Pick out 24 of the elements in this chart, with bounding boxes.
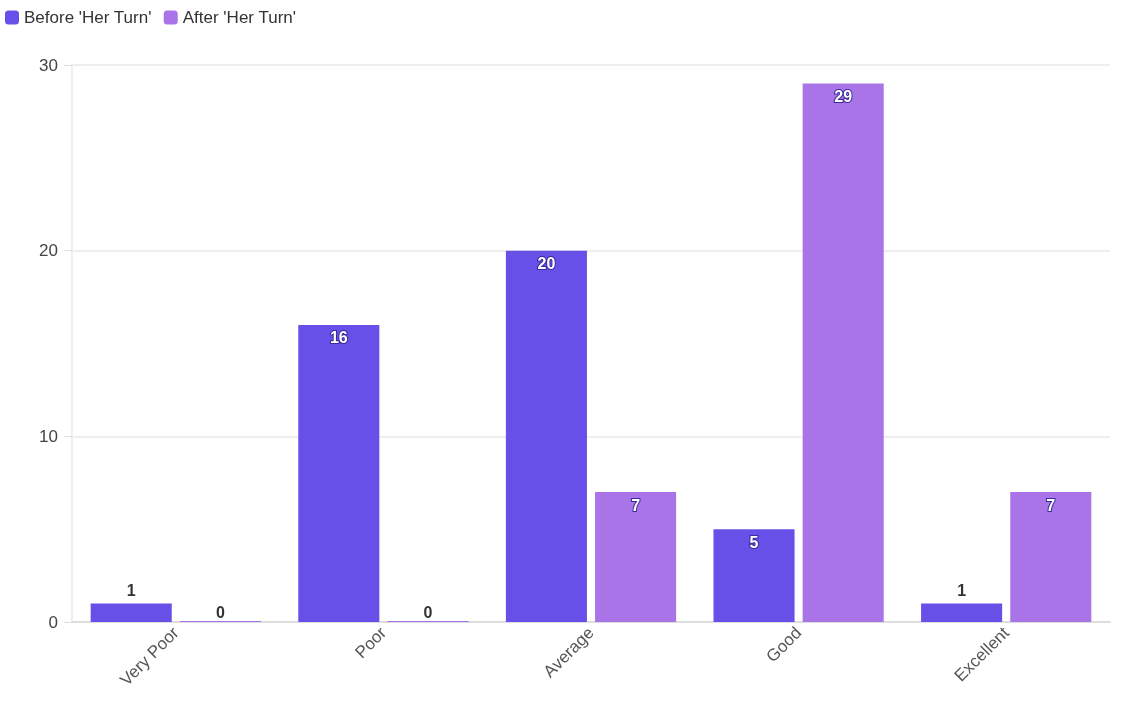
data-label: 20 <box>537 255 556 273</box>
data-label: 7 <box>1046 496 1056 514</box>
data-label: 29 <box>834 88 853 106</box>
legend-label: Before 'Her Turn' <box>24 8 152 27</box>
bar <box>90 603 172 622</box>
bar <box>505 250 587 622</box>
bar <box>595 492 677 622</box>
bar <box>921 603 1003 622</box>
data-label: 7 <box>631 496 641 514</box>
data-label: 0 <box>215 603 225 621</box>
data-label: 5 <box>749 533 759 551</box>
y-tick-label: 10 <box>39 426 58 446</box>
y-tick-label: 0 <box>48 612 58 632</box>
bar <box>713 529 795 622</box>
data-label: 1 <box>126 581 136 599</box>
bar <box>802 83 884 622</box>
y-tick-label: 30 <box>39 55 58 75</box>
bar <box>1010 492 1092 622</box>
data-label: 16 <box>329 329 348 347</box>
data-label: 1 <box>957 581 967 599</box>
y-tick-label: 20 <box>39 241 58 261</box>
legend-label: After 'Her Turn' <box>182 8 296 27</box>
data-label: 0 <box>423 603 433 621</box>
bar <box>298 324 380 622</box>
